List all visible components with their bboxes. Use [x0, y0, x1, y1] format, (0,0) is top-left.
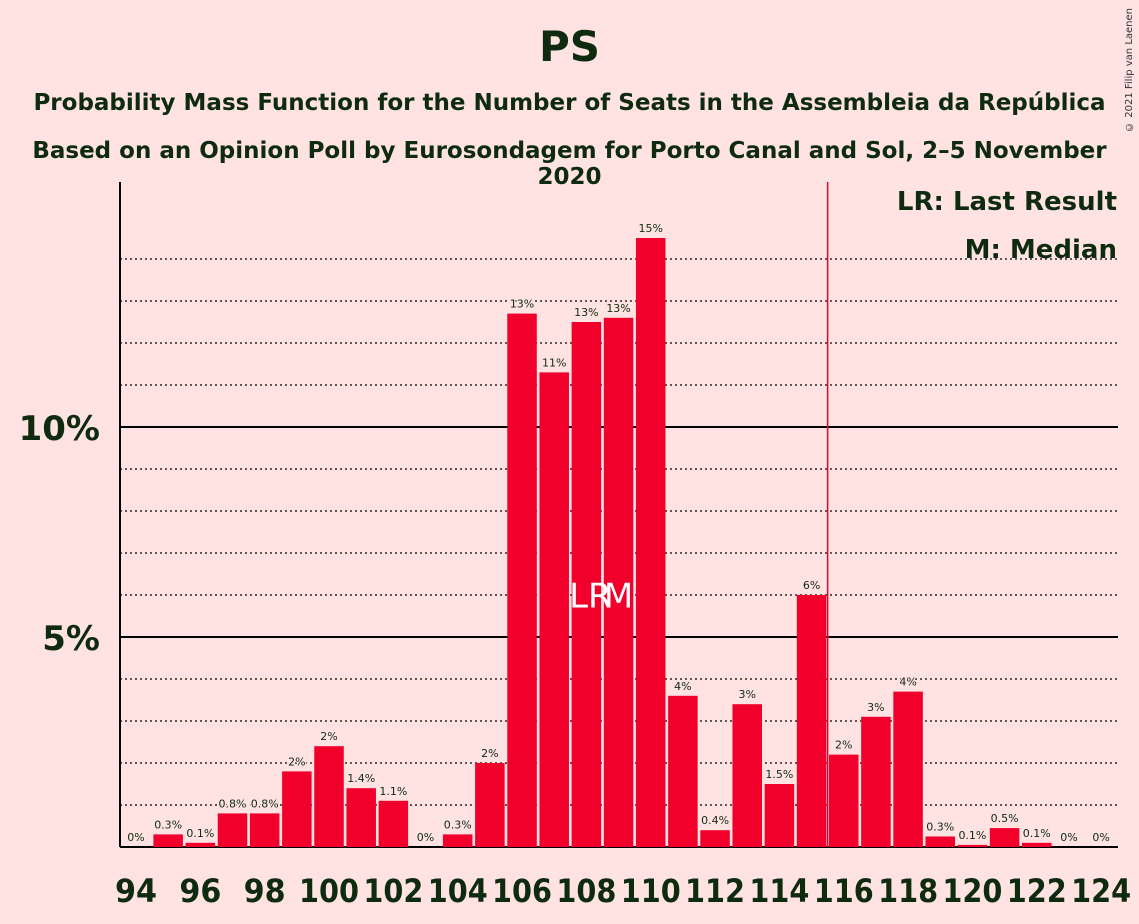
bar-seat-97 [217, 813, 248, 847]
bar-value-label: 0% [417, 831, 434, 844]
x-tick-label: 124 [1071, 872, 1131, 910]
bar-value-label: 2% [481, 747, 498, 760]
bar-value-label: 13% [510, 298, 534, 311]
bar-seat-101 [346, 788, 376, 847]
bar-value-label: 0.3% [154, 818, 182, 831]
bar-seat-113 [732, 704, 762, 847]
bar-value-label: 0.1% [1023, 827, 1051, 840]
bar-value-label: 0.5% [991, 812, 1019, 825]
bar-value-label: 15% [638, 222, 662, 235]
bar-value-label: 4% [674, 680, 691, 693]
bar-seat-119 [925, 836, 955, 847]
bar-seat-107 [539, 372, 569, 847]
bar-value-label: 3% [867, 701, 884, 714]
bar-seat-117 [861, 716, 891, 847]
bar-value-label: 0% [1092, 831, 1109, 844]
x-tick-label: 108 [556, 872, 616, 910]
x-tick-label: 100 [299, 872, 359, 910]
x-tick-label: 104 [428, 872, 488, 910]
bar-value-label: 1.5% [765, 768, 793, 781]
bar-seat-110 [635, 238, 666, 847]
bar-seat-111 [668, 695, 698, 847]
x-tick-label: 120 [942, 872, 1002, 910]
x-tick-label: 96 [179, 872, 221, 910]
chart-subtitle: Probability Mass Function for the Number… [33, 90, 1106, 116]
bar-value-label: 0% [127, 831, 144, 844]
chart-title: PS [538, 22, 601, 71]
bar-value-label: 0% [1060, 831, 1077, 844]
bar-seat-120 [957, 844, 988, 847]
x-tick-label: 122 [1007, 872, 1067, 910]
bar-value-label: 1.4% [347, 772, 375, 785]
x-tick-label: 110 [621, 872, 681, 910]
bar-seat-100 [314, 746, 344, 847]
bar-value-label: 13% [574, 306, 598, 319]
y-tick-label: 5% [42, 619, 100, 659]
bar-value-label: 2% [288, 755, 305, 768]
bar-value-label: 3% [739, 688, 756, 701]
bar-value-label: 0.1% [958, 829, 986, 842]
y-tick-label: 10% [19, 409, 100, 449]
bar-seat-115 [796, 595, 827, 847]
bar-value-label: 0.4% [701, 814, 729, 827]
x-tick-label: 112 [685, 872, 745, 910]
bar-value-label: 0.1% [186, 827, 214, 840]
bar-value-label: 13% [606, 302, 630, 315]
bar-seat-108 [571, 322, 602, 847]
bar-seat-98 [249, 813, 280, 847]
x-tick-label: 94 [115, 872, 157, 910]
bar-seat-99 [282, 771, 312, 847]
bar-value-label: 4% [899, 676, 916, 689]
legend-last-result: LR: Last Result [897, 187, 1117, 217]
bar-seat-109 [603, 317, 634, 847]
bar-value-label: 2% [320, 730, 337, 743]
x-tick-label: 116 [814, 872, 874, 910]
bar-seat-95 [153, 834, 183, 847]
bar-seat-121 [989, 828, 1020, 847]
median-marker: M [604, 577, 633, 617]
bar-value-label: 6% [803, 579, 820, 592]
x-tick-label: 102 [363, 872, 423, 910]
x-tick-label: 106 [492, 872, 552, 910]
bar-value-label: 0.8% [219, 797, 247, 810]
bar-seat-105 [475, 763, 505, 847]
bar-value-label: 0.3% [444, 818, 472, 831]
bar-seat-112 [700, 830, 730, 847]
bar-seat-106 [507, 313, 537, 848]
bar-value-label: 11% [542, 356, 566, 369]
x-tick-label: 98 [244, 872, 286, 910]
bar-seat-116 [828, 754, 859, 847]
bar-seat-114 [764, 784, 795, 847]
x-tick-label: 114 [749, 872, 809, 910]
bar-seat-118 [893, 691, 923, 847]
bar-seat-96 [185, 842, 216, 847]
x-tick-label: 118 [878, 872, 938, 910]
bar-value-label: 0.8% [251, 797, 279, 810]
bar-value-label: 1.1% [379, 785, 407, 798]
bar-seat-104 [442, 834, 473, 847]
last-result-marker: LR [569, 577, 612, 617]
bar-seat-102 [378, 800, 409, 847]
bar-seat-122 [1022, 842, 1052, 847]
chart-subtitle-poll: Based on an Opinion Poll by Eurosondagem… [32, 138, 1107, 190]
bar-value-label: 2% [835, 739, 852, 752]
legend-median: M: Median [965, 235, 1117, 265]
bar-value-label: 0.3% [926, 821, 954, 834]
